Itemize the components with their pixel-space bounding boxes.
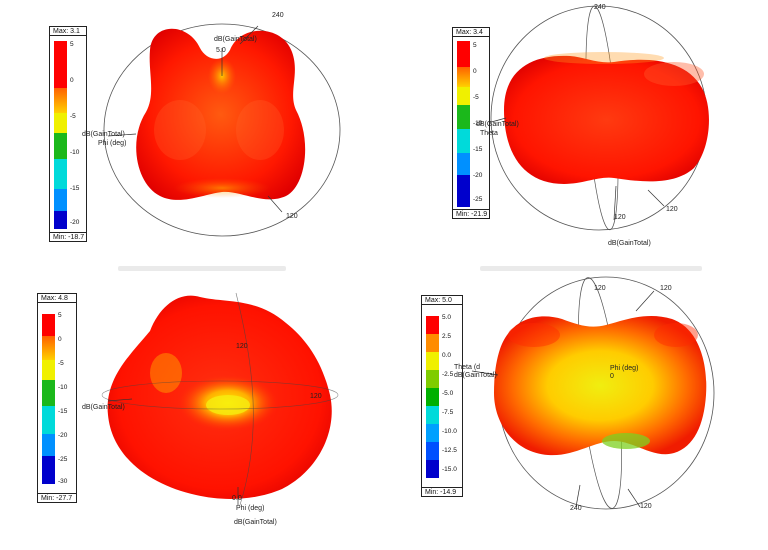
- legend-tick: -10: [70, 149, 80, 156]
- legend-max: Max: 3.4: [453, 28, 489, 37]
- gain-label: dB(GainTotal): [608, 240, 651, 247]
- legend-tick: -15: [58, 408, 68, 415]
- legend-tick: 0.0: [442, 352, 452, 359]
- color-bar: [54, 41, 67, 229]
- radiation-pattern-3d-plot-2: [483, 5, 709, 231]
- axis-label: 120: [286, 213, 298, 220]
- legend-min: Min: -21.9: [453, 209, 489, 218]
- legend-tick: -7.5: [442, 409, 454, 416]
- gain-label: dB(GainTotal): [454, 372, 497, 379]
- legend-tick: 2.5: [442, 333, 452, 340]
- legend-tick: 5: [473, 42, 477, 49]
- axis-label: 240: [272, 12, 284, 19]
- legend-tick: -20: [70, 219, 80, 226]
- legend-min: Min: -14.9: [422, 487, 462, 496]
- legend-tick: -25: [473, 196, 483, 203]
- legend-tick: -15: [70, 185, 80, 192]
- legend-tick: -10.0: [442, 428, 457, 435]
- legend-tick: -10: [58, 384, 68, 391]
- gain-label: dB(GainTotal): [476, 121, 519, 128]
- radiation-pattern-panel-2: Max: 3.4 5 0 -5 -10 -15 -20 -25 Min: -21…: [384, 0, 768, 271]
- radiation-pattern-panel-1: Max: 3.1 5 0 -5 -10 -15 -20 Min: -18.7 2…: [0, 0, 384, 271]
- legend-tick: 0: [473, 68, 477, 75]
- radiation-pattern-panel-3: Max: 4.8 5 0 -5 -10 -15 -20 -25 -30 Min:…: [0, 275, 384, 550]
- axis-label: 120: [614, 214, 626, 221]
- color-legend-2: Max: 3.4 5 0 -5 -10 -15 -20 -25 Min: -21…: [452, 27, 490, 219]
- axis-label: 120: [594, 285, 606, 292]
- gain-label: dB(GainTotal): [214, 36, 257, 43]
- legend-tick: -5.0: [442, 390, 454, 397]
- legend-tick: -25: [58, 456, 68, 463]
- legend-max: Max: 3.1: [50, 27, 86, 36]
- legend-tick: 0: [58, 336, 62, 343]
- legend-tick: -20: [473, 172, 483, 179]
- gain-label: dB(GainTotal): [82, 131, 125, 138]
- axis-label: 240: [570, 505, 582, 512]
- gain-surface: [504, 55, 709, 184]
- axis-label: 120: [640, 503, 652, 510]
- legend-max: Max: 4.8: [38, 294, 76, 303]
- axis-label: 240: [594, 4, 606, 11]
- color-legend-1: Max: 3.1 5 0 -5 -10 -15 -20 Min: -18.7: [49, 26, 87, 242]
- axis-label: 120: [660, 285, 672, 292]
- value-label: 0: [610, 373, 614, 380]
- reference-sphere: [103, 23, 341, 237]
- value-label: 5.0: [216, 47, 226, 54]
- radiation-pattern-3d-plot-4: [471, 276, 715, 510]
- phi-label: Phi (deg): [98, 140, 127, 147]
- color-legend-3: Max: 4.8 5 0 -5 -10 -15 -20 -25 -30 Min:…: [37, 293, 77, 503]
- legend-tick: 5: [70, 41, 74, 48]
- legend-min: Min: -18.7: [50, 232, 86, 241]
- phi-label: Phi (deg): [236, 505, 265, 512]
- phi-label: Phi (deg): [610, 365, 639, 372]
- gain-label: dB(GainTotal): [234, 519, 277, 526]
- radiation-pattern-3d-plot-1: [103, 23, 341, 237]
- gain-surface: [136, 28, 306, 200]
- caption-smudge: [118, 266, 286, 271]
- color-bar: [42, 314, 55, 484]
- legend-tick: 0: [70, 77, 74, 84]
- axis-label: 120: [666, 206, 678, 213]
- legend-tick: -10: [473, 120, 483, 127]
- legend-tick: -15.0: [442, 466, 457, 473]
- caption-smudge: [480, 266, 702, 271]
- color-bar: [426, 316, 439, 478]
- theta-label: Theta: [480, 130, 498, 137]
- legend-max: Max: 5.0: [422, 296, 462, 305]
- axis-label: 120: [310, 393, 322, 400]
- legend-tick: -5: [473, 94, 479, 101]
- color-bar: [457, 41, 470, 207]
- legend-tick: 5: [58, 312, 62, 319]
- legend-tick: -5: [58, 360, 64, 367]
- axis-label: 120: [236, 343, 248, 350]
- legend-tick: -12.5: [442, 447, 457, 454]
- radiation-pattern-3d-plot-3: [101, 292, 339, 506]
- legend-tick: -15: [473, 146, 483, 153]
- gain-surface: [494, 315, 707, 456]
- legend-tick: 5.0: [442, 314, 452, 321]
- legend-tick: -30: [58, 478, 68, 485]
- legend-min: Min: -27.7: [38, 493, 76, 502]
- radiation-pattern-panel-4: Max: 5.0 5.0 2.5 0.0 -2.5 -5.0 -7.5 -10.…: [384, 275, 768, 550]
- legend-tick: -5: [70, 113, 76, 120]
- value-label: 0.0: [232, 495, 242, 502]
- legend-tick: -20: [58, 432, 68, 439]
- legend-tick: -2.5: [442, 371, 454, 378]
- theta-label: Theta (d: [454, 364, 481, 371]
- color-legend-4: Max: 5.0 5.0 2.5 0.0 -2.5 -5.0 -7.5 -10.…: [421, 295, 463, 497]
- gain-label: dB(GainTotal): [82, 404, 125, 411]
